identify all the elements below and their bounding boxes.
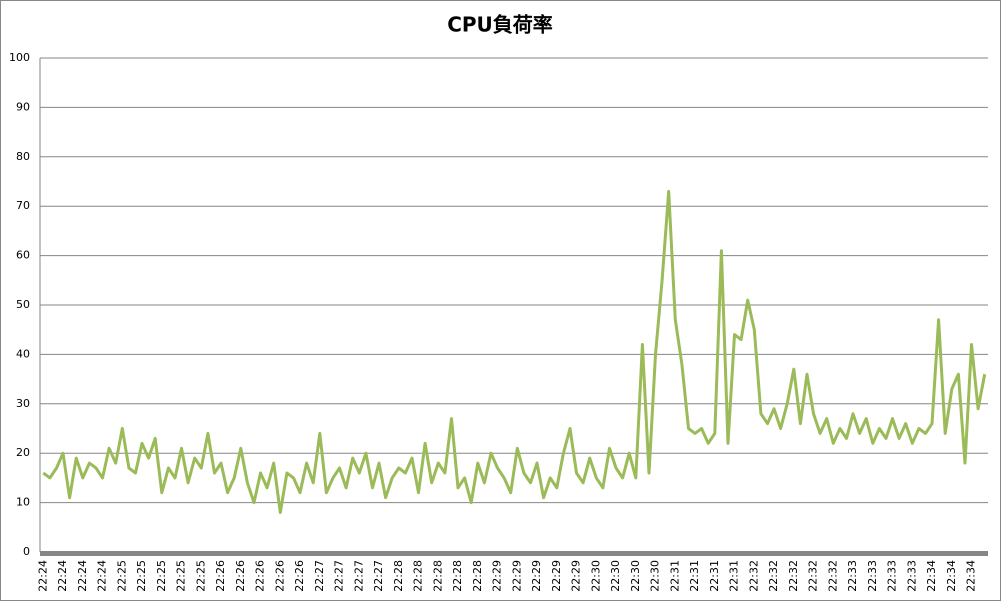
chart-title: CPU負荷率	[447, 13, 553, 37]
y-tick-label: 20	[16, 446, 30, 459]
x-tick-label: 22:29	[510, 560, 523, 592]
x-tick-label: 22:30	[609, 560, 622, 592]
y-tick-label: 70	[16, 199, 30, 212]
x-tick-label: 22:32	[807, 560, 820, 592]
x-tick-label: 22:29	[550, 560, 563, 592]
x-tick-label: 22:32	[787, 560, 800, 592]
x-tick-label: 22:29	[530, 560, 543, 592]
x-tick-label: 22:30	[649, 560, 662, 592]
y-tick-label: 0	[23, 545, 30, 558]
data-line	[42, 189, 987, 514]
x-tick-label: 22:31	[708, 560, 721, 592]
x-tick-label: 22:26	[234, 560, 247, 592]
y-tick-label: 60	[16, 249, 30, 262]
x-tick-label: 22:34	[945, 560, 958, 592]
x-tick-label: 22:30	[589, 560, 602, 592]
x-tick-label: 22:27	[333, 560, 346, 592]
x-tick-label: 22:31	[688, 560, 701, 592]
x-tick-label: 22:28	[392, 560, 405, 592]
x-tick-label: 22:24	[36, 560, 49, 592]
x-tick-label: 22:26	[273, 560, 286, 592]
x-tick-label: 22:33	[905, 560, 918, 592]
x-tick-label: 22:31	[668, 560, 681, 592]
x-tick-label: 22:34	[965, 560, 978, 592]
x-tick-label: 22:25	[175, 560, 188, 592]
x-tick-label: 22:32	[767, 560, 780, 592]
x-tick-label: 22:29	[570, 560, 583, 592]
x-tick-label: 22:27	[313, 560, 326, 592]
x-axis	[40, 551, 988, 556]
x-tick-label: 22:32	[826, 560, 839, 592]
y-tick-label: 100	[9, 51, 30, 64]
x-tick-label: 22:32	[747, 560, 760, 592]
x-tick-label: 22:34	[925, 560, 938, 592]
x-tick-label: 22:30	[629, 560, 642, 592]
y-tick-label: 10	[16, 496, 30, 509]
x-tick-label: 22:24	[76, 560, 89, 592]
x-tick-label: 22:33	[866, 560, 879, 592]
x-tick-label: 22:25	[115, 560, 128, 592]
x-tick-label: 22:29	[491, 560, 504, 592]
x-tick-label: 22:28	[412, 560, 425, 592]
x-tick-label: 22:28	[431, 560, 444, 592]
x-tick-label: 22:33	[886, 560, 899, 592]
y-tick-label: 50	[16, 298, 30, 311]
x-tick-label: 22:26	[254, 560, 267, 592]
y-tick-label: 90	[16, 100, 30, 113]
y-tick-label: 80	[16, 150, 30, 163]
x-tick-label: 22:26	[214, 560, 227, 592]
x-tick-label: 22:27	[352, 560, 365, 592]
x-tick-label: 22:33	[846, 560, 859, 592]
x-tick-label: 22:26	[293, 560, 306, 592]
x-tick-label: 22:25	[135, 560, 148, 592]
y-tick-label: 30	[16, 397, 30, 410]
x-tick-label: 22:25	[155, 560, 168, 592]
x-tick-label: 22:28	[451, 560, 464, 592]
x-tick-label: 22:31	[728, 560, 741, 592]
x-tick-label: 22:24	[56, 560, 69, 592]
x-tick-label: 22:28	[471, 560, 484, 592]
y-tick-label: 40	[16, 347, 30, 360]
x-tick-label: 22:25	[194, 560, 207, 592]
x-tick-label: 22:27	[372, 560, 385, 592]
x-tick-label: 22:24	[96, 560, 109, 592]
